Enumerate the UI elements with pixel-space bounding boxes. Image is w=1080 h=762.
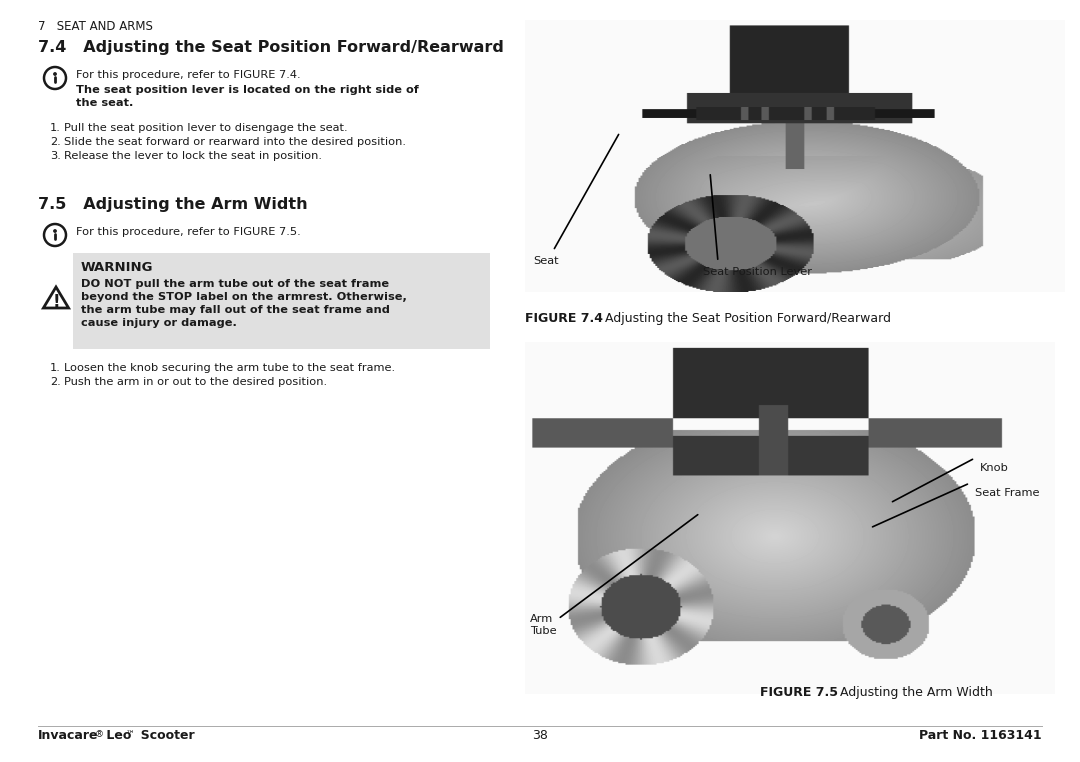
Text: Invacare: Invacare (38, 729, 98, 742)
FancyBboxPatch shape (73, 253, 490, 349)
Text: 7.5   Adjusting the Arm Width: 7.5 Adjusting the Arm Width (38, 197, 308, 212)
Text: Arm
Tube: Arm Tube (530, 614, 556, 636)
Circle shape (54, 73, 56, 75)
Text: Push the arm in or out to the desired position.: Push the arm in or out to the desired po… (64, 377, 327, 387)
Text: Slide the seat forward or rearward into the desired position.: Slide the seat forward or rearward into … (64, 137, 406, 147)
Text: 7.4   Adjusting the Seat Position Forward/Rearward: 7.4 Adjusting the Seat Position Forward/… (38, 40, 504, 55)
Text: FIGURE 7.4: FIGURE 7.4 (525, 312, 603, 325)
Text: !: ! (52, 293, 59, 311)
Text: Knob: Knob (980, 463, 1009, 473)
Text: Adjusting the Seat Position Forward/Rearward: Adjusting the Seat Position Forward/Rear… (593, 312, 891, 325)
Text: The seat position lever is located on the right side of
the seat.: The seat position lever is located on th… (76, 85, 419, 107)
Circle shape (54, 230, 56, 232)
Text: 3.: 3. (50, 151, 60, 161)
Text: Seat Position Lever: Seat Position Lever (703, 267, 812, 277)
Text: 38: 38 (532, 729, 548, 742)
Text: ™: ™ (126, 730, 135, 739)
Text: Scooter: Scooter (132, 729, 194, 742)
Text: Loosen the knob securing the arm tube to the seat frame.: Loosen the knob securing the arm tube to… (64, 363, 395, 373)
Text: FIGURE 7.5: FIGURE 7.5 (760, 686, 838, 699)
Text: 7   SEAT AND ARMS: 7 SEAT AND ARMS (38, 20, 153, 33)
Text: 2.: 2. (50, 137, 60, 147)
Text: 1.: 1. (50, 363, 60, 373)
Text: 1.: 1. (50, 123, 60, 133)
Text: For this procedure, refer to FIGURE 7.5.: For this procedure, refer to FIGURE 7.5. (76, 227, 300, 237)
Text: For this procedure, refer to FIGURE 7.4.: For this procedure, refer to FIGURE 7.4. (76, 70, 300, 80)
Text: WARNING: WARNING (81, 261, 153, 274)
Text: ®: ® (95, 730, 104, 739)
Text: 2.: 2. (50, 377, 60, 387)
Text: Pull the seat position lever to disengage the seat.: Pull the seat position lever to disengag… (64, 123, 348, 133)
Text: DO NOT pull the arm tube out of the seat frame
beyond the STOP label on the armr: DO NOT pull the arm tube out of the seat… (81, 279, 407, 328)
Text: Part No. 1163141: Part No. 1163141 (919, 729, 1042, 742)
Text: Adjusting the Arm Width: Adjusting the Arm Width (828, 686, 993, 699)
Text: Seat Frame: Seat Frame (975, 488, 1039, 498)
Text: Leo: Leo (102, 729, 132, 742)
Text: Seat: Seat (534, 256, 558, 266)
Text: Release the lever to lock the seat in position.: Release the lever to lock the seat in po… (64, 151, 322, 161)
